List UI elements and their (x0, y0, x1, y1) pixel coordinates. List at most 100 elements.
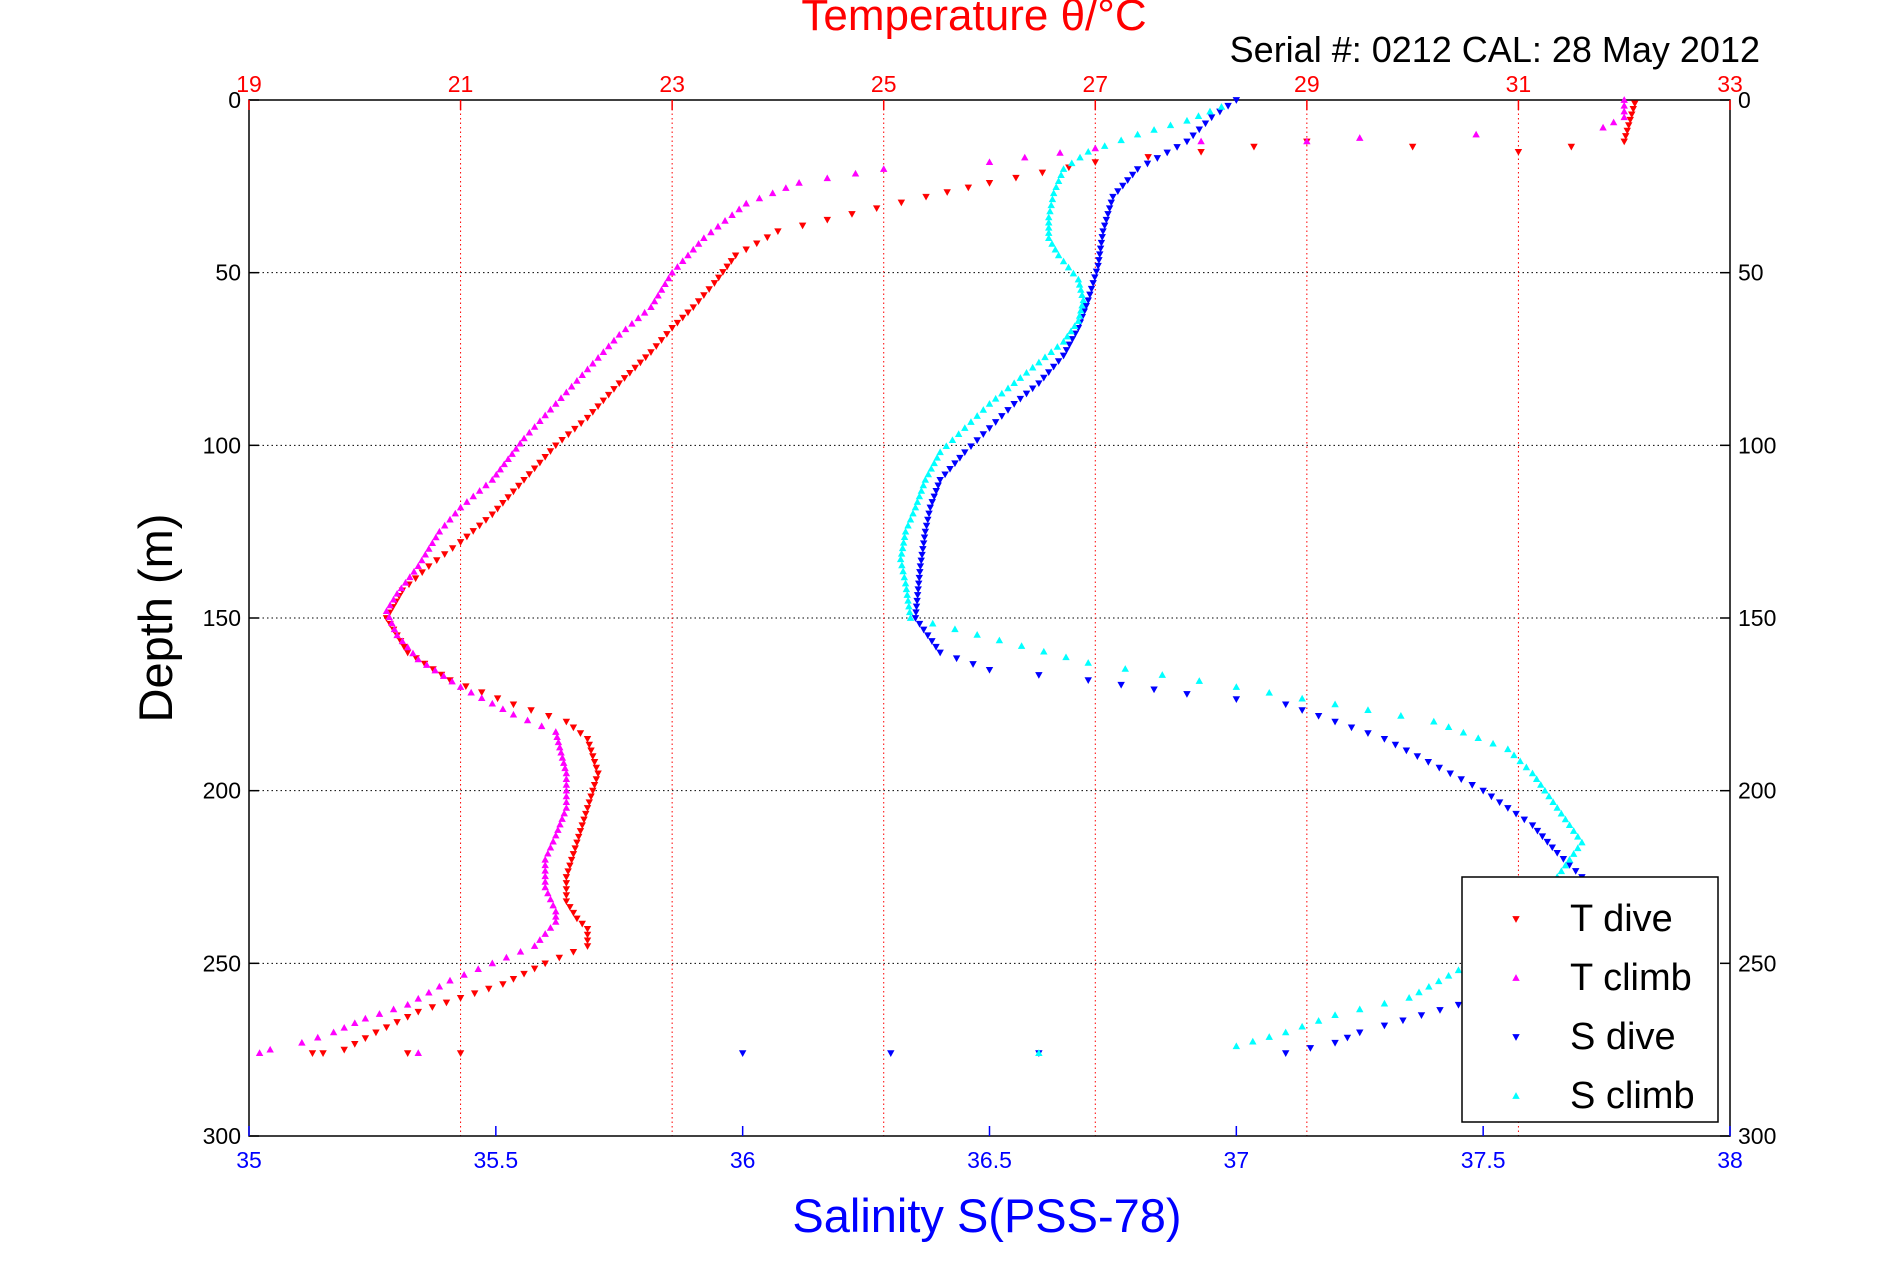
y-tick-label-right: 0 (1738, 87, 1751, 113)
data-point (991, 394, 1000, 402)
data-point (552, 831, 560, 839)
data-point (1626, 116, 1634, 124)
data-point (929, 619, 937, 627)
data-point (1206, 107, 1214, 115)
data-point (319, 1050, 327, 1057)
data-point (1578, 838, 1586, 846)
data-point (1306, 1045, 1315, 1052)
data-point (541, 453, 549, 461)
data-point (474, 965, 482, 972)
data-point (530, 423, 539, 430)
data-point (1096, 245, 1105, 253)
data-point (553, 733, 561, 741)
data-point (1059, 165, 1068, 172)
data-point (905, 602, 913, 610)
data-point (569, 724, 578, 732)
data-point (936, 448, 944, 456)
data-point (433, 557, 441, 564)
data-point (566, 904, 574, 911)
data-point (727, 258, 736, 265)
data-point (566, 862, 574, 870)
data-point (414, 562, 422, 570)
data-point (564, 868, 572, 876)
data-point (493, 695, 502, 703)
data-point (1069, 269, 1078, 277)
data-point (580, 816, 588, 824)
data-point (546, 924, 555, 931)
data-point (647, 303, 655, 311)
y-axis-title-depth: Depth (m) (129, 514, 182, 723)
data-point (924, 632, 932, 640)
data-point (1314, 1017, 1323, 1024)
data-point (410, 567, 418, 575)
data-point (1425, 982, 1433, 990)
data-point (915, 620, 924, 628)
data-point (900, 573, 909, 581)
data-point (1561, 815, 1570, 823)
data-point (1298, 694, 1306, 702)
data-point (1092, 268, 1101, 276)
data-point (657, 337, 666, 344)
data-point (562, 880, 571, 887)
data-point (562, 798, 571, 806)
data-point (567, 856, 576, 864)
data-point (1631, 100, 1639, 108)
data-point (388, 619, 396, 627)
data-point (1250, 143, 1258, 151)
data-point (979, 431, 988, 438)
data-point (499, 500, 507, 507)
data-point (1281, 1050, 1290, 1057)
data-point (577, 420, 585, 428)
data-point (425, 988, 433, 996)
data-point (1150, 126, 1158, 133)
data-point (872, 205, 881, 213)
data-point (560, 759, 568, 766)
data-point (552, 918, 560, 925)
data-point (594, 770, 602, 778)
data-point (1022, 390, 1031, 398)
data-point (554, 738, 563, 746)
data-point (1158, 671, 1166, 678)
series-s-dive (738, 97, 1586, 1057)
data-point (428, 539, 437, 547)
data-point (1504, 745, 1512, 753)
data-point (1067, 327, 1075, 335)
data-point (1553, 804, 1561, 811)
data-point (499, 705, 507, 713)
legend-label-s-dive: S dive (1570, 1016, 1676, 1058)
data-point (583, 925, 592, 933)
data-point (512, 444, 520, 452)
data-point (1504, 805, 1512, 812)
data-point (1201, 120, 1210, 128)
data-point (544, 889, 552, 897)
data-point (1051, 245, 1060, 253)
data-point (361, 1014, 370, 1022)
data-point (562, 775, 571, 783)
data-point (1197, 148, 1205, 156)
data-point (948, 436, 957, 444)
data-point (610, 386, 618, 393)
data-point (921, 476, 930, 483)
data-point (1091, 159, 1099, 166)
y-tick-label-right: 200 (1738, 778, 1776, 804)
data-point (583, 931, 592, 939)
data-point (823, 174, 832, 182)
data-point (456, 683, 465, 690)
data-point (520, 434, 528, 442)
data-point (567, 382, 576, 390)
y-tick-label-right: 100 (1738, 432, 1776, 458)
data-point (679, 314, 687, 322)
data-point (795, 179, 803, 186)
data-point (1091, 274, 1099, 282)
data-point (448, 677, 456, 685)
data-point (589, 753, 597, 760)
data-point (589, 409, 597, 416)
data-point (1119, 182, 1127, 190)
data-point (1035, 672, 1043, 679)
data-point (397, 584, 406, 592)
data-point (1574, 844, 1582, 852)
data-point (516, 439, 524, 447)
x-top-tick-label: 25 (871, 71, 897, 97)
data-point (460, 971, 468, 978)
data-point (409, 649, 417, 657)
